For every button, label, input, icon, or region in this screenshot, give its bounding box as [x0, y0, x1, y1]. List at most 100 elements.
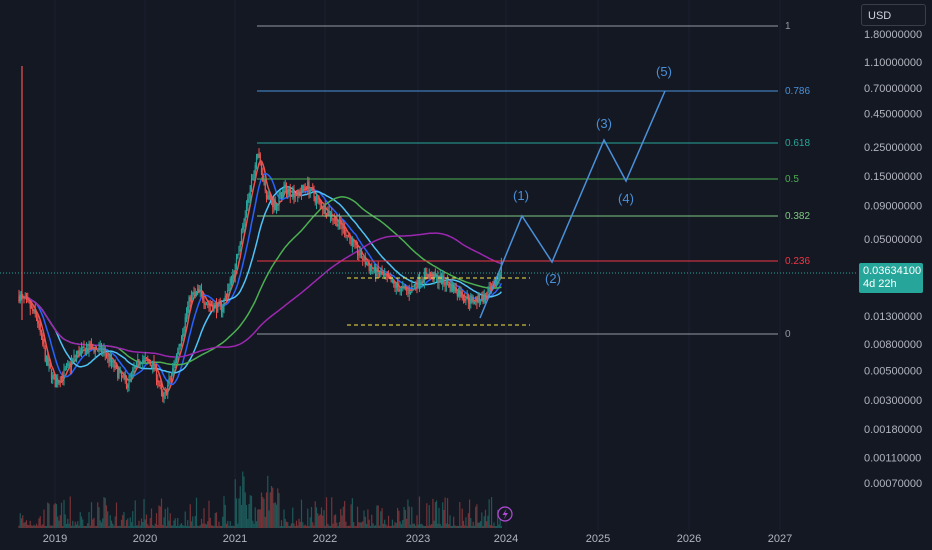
- volume-bar: [23, 522, 25, 528]
- candle-body: [278, 195, 280, 206]
- candle-body: [437, 275, 439, 283]
- volume-bar: [69, 496, 71, 528]
- volume-bar: [240, 504, 243, 528]
- volume-bar: [263, 498, 265, 528]
- candle-body: [477, 294, 479, 303]
- candle-body: [289, 188, 291, 196]
- lightning-icon[interactable]: [497, 506, 513, 522]
- candle-body: [68, 363, 70, 365]
- volume-bar: [255, 521, 258, 528]
- volume-bar: [365, 524, 368, 528]
- volume-bar: [494, 525, 496, 528]
- volume-bar: [160, 498, 163, 528]
- candle-body: [155, 365, 158, 380]
- candle-body: [97, 350, 99, 352]
- volume-bar: [227, 520, 229, 528]
- elliott-wave-projection[interactable]: (1) (2) (3) (4) (5): [479, 64, 672, 319]
- volume-bar: [372, 523, 374, 528]
- candle-body: [308, 181, 310, 193]
- volume-bar: [433, 520, 435, 528]
- candle-body: [55, 380, 58, 388]
- candle-body: [411, 286, 413, 293]
- candle-body: [219, 302, 221, 305]
- volume-bar: [70, 525, 73, 528]
- volume-bar: [267, 475, 269, 528]
- candle-body: [214, 303, 216, 305]
- volume-bar: [67, 518, 69, 528]
- candle-body: [421, 281, 423, 283]
- volume-bar: [432, 498, 434, 528]
- volume-bar: [466, 525, 468, 528]
- candle-body: [487, 291, 489, 297]
- volume-bar: [102, 518, 104, 528]
- volume-bar: [295, 520, 298, 528]
- volume-bar: [80, 516, 83, 528]
- volume-bar: [154, 523, 156, 528]
- fib-level-label: 0: [785, 329, 791, 340]
- volume-bar: [375, 525, 377, 528]
- volume-bar: [123, 511, 125, 528]
- candle-body: [49, 364, 51, 369]
- candle-body: [173, 363, 175, 369]
- volume-bar: [386, 525, 388, 528]
- candle-body: [385, 274, 387, 276]
- candle-body: [255, 157, 258, 165]
- candle-body: [120, 371, 123, 376]
- candle-body: [144, 358, 146, 360]
- candle-body: [58, 381, 60, 384]
- candle-body: [290, 195, 293, 197]
- volume-bar: [172, 525, 174, 528]
- volume-bar: [497, 509, 499, 528]
- volume-bar: [139, 525, 141, 528]
- volume-bar: [484, 509, 487, 528]
- candle-body: [189, 297, 191, 302]
- candle-body: [148, 360, 150, 363]
- candle-body: [300, 191, 303, 195]
- volume-bar: [289, 525, 291, 528]
- support-resistance-lines[interactable]: [347, 277, 530, 326]
- price-axis[interactable]: 1.80000000 1.10000000 0.70000000 0.45000000…: [864, 29, 922, 490]
- candle-body: [445, 279, 447, 285]
- candle-body: [367, 263, 369, 266]
- candle-body: [208, 304, 210, 306]
- candle-body: [64, 368, 66, 370]
- time-axis[interactable]: 2019 2020 2021 2022 2023 2024 2025 2026 2027: [43, 533, 792, 545]
- y-tick-label: 0.01300000: [864, 311, 922, 323]
- volume-bar: [449, 515, 451, 528]
- volume-bar: [424, 526, 427, 528]
- candle-body: [218, 302, 220, 304]
- volume-bar: [87, 523, 89, 528]
- volume-bar: [85, 525, 88, 528]
- volume-bar: [420, 524, 422, 528]
- volume-bar: [167, 507, 169, 528]
- candle-body: [265, 190, 268, 199]
- candle-body: [466, 295, 468, 300]
- candle-body: [108, 354, 110, 362]
- volume-bar: [264, 516, 266, 528]
- candle-body: [163, 393, 165, 398]
- candle-body: [225, 295, 228, 297]
- fibonacci-retracement[interactable]: 1 0.786 0.618 0.5 0.382 0.236 0: [257, 21, 810, 340]
- candle-body: [240, 229, 243, 243]
- candle-body: [368, 265, 370, 271]
- volume-bar: [274, 502, 276, 528]
- volume-bar: [228, 525, 230, 528]
- candle-body: [65, 365, 68, 369]
- candle-body: [197, 288, 199, 292]
- candle-body: [23, 296, 25, 299]
- volume-bar: [468, 499, 471, 528]
- volume-bar: [238, 498, 240, 528]
- volume-bar: [27, 524, 29, 528]
- volume-bar: [269, 492, 271, 528]
- volume-bar: [115, 502, 118, 528]
- volume-bar: [498, 524, 500, 528]
- candle-body: [244, 216, 246, 221]
- volume-bar: [122, 515, 124, 528]
- volume-bar: [25, 520, 28, 528]
- candle-body: [384, 274, 386, 276]
- volume-bar: [64, 514, 66, 528]
- candle-body: [100, 345, 103, 353]
- candle-body: [324, 205, 326, 215]
- currency-button[interactable]: USD: [861, 4, 926, 26]
